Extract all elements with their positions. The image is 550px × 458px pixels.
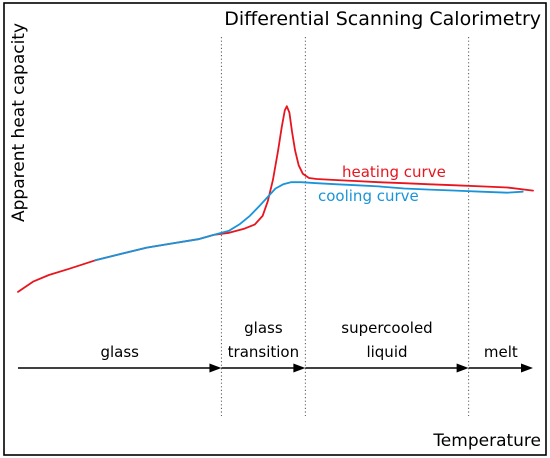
region-arrowhead-1 [293, 363, 306, 373]
series-line-cooling-curve [94, 181, 524, 262]
region-label-3: melt [484, 343, 518, 361]
region-label-2-line-0: supercooled [341, 319, 432, 337]
region-arrowhead-0 [209, 363, 222, 373]
region-arrows [18, 363, 533, 373]
region-arrowhead-2 [456, 363, 469, 373]
chart-title: Differential Scanning Calorimetry [224, 8, 541, 30]
region-label-1-line-1: transition [228, 343, 299, 361]
region-label-1-line-0: glass [244, 319, 283, 337]
y-axis-label: Apparent heat capacity [9, 23, 29, 222]
region-labels: glass glass transition supercooled liquid mel… [100, 319, 517, 361]
series-label-heating-curve: heating curve [342, 163, 446, 181]
region-label-2-line-1: liquid [366, 343, 407, 361]
region-arrowhead-3 [521, 363, 533, 373]
series-lines [17, 105, 534, 293]
x-axis-label: Temperature [432, 431, 541, 451]
series-label-cooling-curve: cooling curve [318, 187, 419, 205]
region-label-0: glass [100, 343, 139, 361]
series-labels: heating curve cooling curve [318, 163, 446, 205]
chart-border [3, 2, 547, 456]
